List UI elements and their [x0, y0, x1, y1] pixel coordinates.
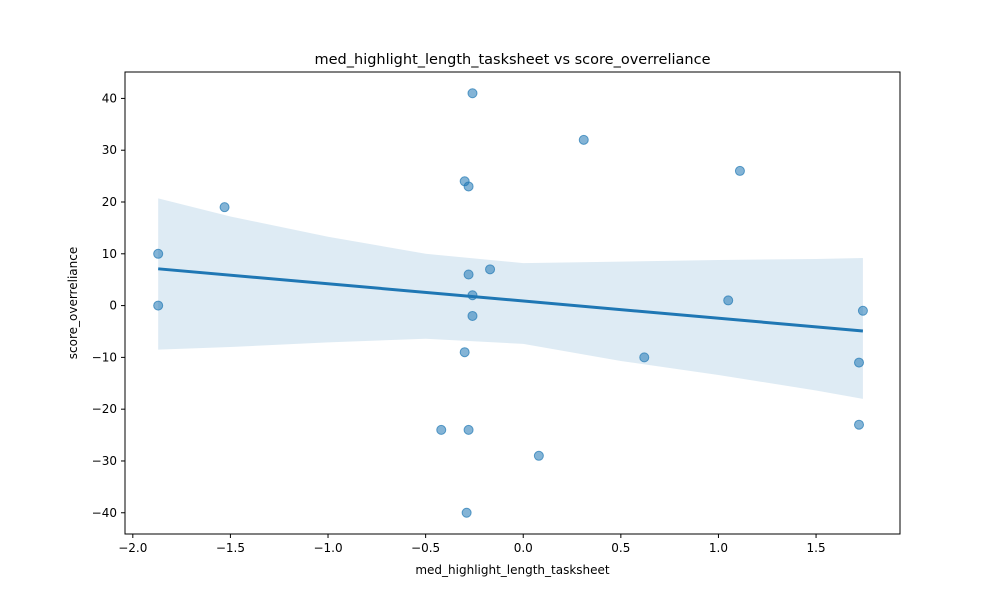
data-point — [467, 290, 478, 301]
x-axis-label: med_highlight_length_tasksheet — [415, 563, 610, 577]
data-point — [533, 450, 544, 461]
plot-area-frame — [124, 71, 901, 535]
data-point — [854, 357, 865, 368]
y-tick-label: −20 — [92, 402, 117, 416]
chart-title: med_highlight_length_tasksheet vs score_… — [315, 52, 711, 68]
data-point — [578, 134, 589, 145]
data-point — [723, 295, 734, 306]
data-point — [467, 88, 478, 99]
data-point — [153, 300, 164, 311]
data-point — [153, 248, 164, 259]
data-point — [857, 305, 868, 316]
y-tick-label: 20 — [102, 195, 117, 209]
data-point — [459, 347, 470, 358]
y-tick-label: 0 — [109, 299, 117, 313]
regression-line — [158, 267, 864, 333]
y-tick-label: −40 — [92, 506, 117, 520]
data-point — [854, 419, 865, 430]
x-tick-label: −0.5 — [411, 541, 440, 555]
data-point — [639, 352, 650, 363]
y-tick-label: 30 — [102, 143, 117, 157]
scatter-points-layer — [153, 88, 868, 518]
y-tick-label: 40 — [102, 91, 117, 105]
data-point — [461, 507, 472, 518]
data-point — [219, 202, 230, 213]
data-point — [463, 424, 474, 435]
x-tick-label: 0.0 — [514, 541, 533, 555]
y-tick-label: −30 — [92, 454, 117, 468]
x-tick-label: 1.0 — [709, 541, 728, 555]
data-point — [734, 165, 745, 176]
x-tick-label: 0.5 — [611, 541, 630, 555]
data-point — [467, 310, 478, 321]
data-point — [485, 264, 496, 275]
y-axis-ticks: −40 −30 −20 −10 0 10 20 30 40 — [92, 91, 125, 520]
data-point — [463, 181, 474, 192]
x-tick-label: −2.0 — [118, 541, 147, 555]
x-tick-label: −1.0 — [313, 541, 342, 555]
x-tick-label: −1.5 — [216, 541, 245, 555]
x-tick-label: 1.5 — [807, 541, 826, 555]
data-point — [436, 424, 447, 435]
regression-line-layer — [158, 267, 864, 333]
y-tick-label: −10 — [92, 350, 117, 364]
x-axis-ticks: −2.0 −1.5 −1.0 −0.5 0.0 0.5 1.0 1.5 — [118, 534, 826, 555]
y-tick-label: 10 — [102, 247, 117, 261]
data-point — [463, 269, 474, 280]
y-axis-label: score_overreliance — [66, 247, 80, 359]
